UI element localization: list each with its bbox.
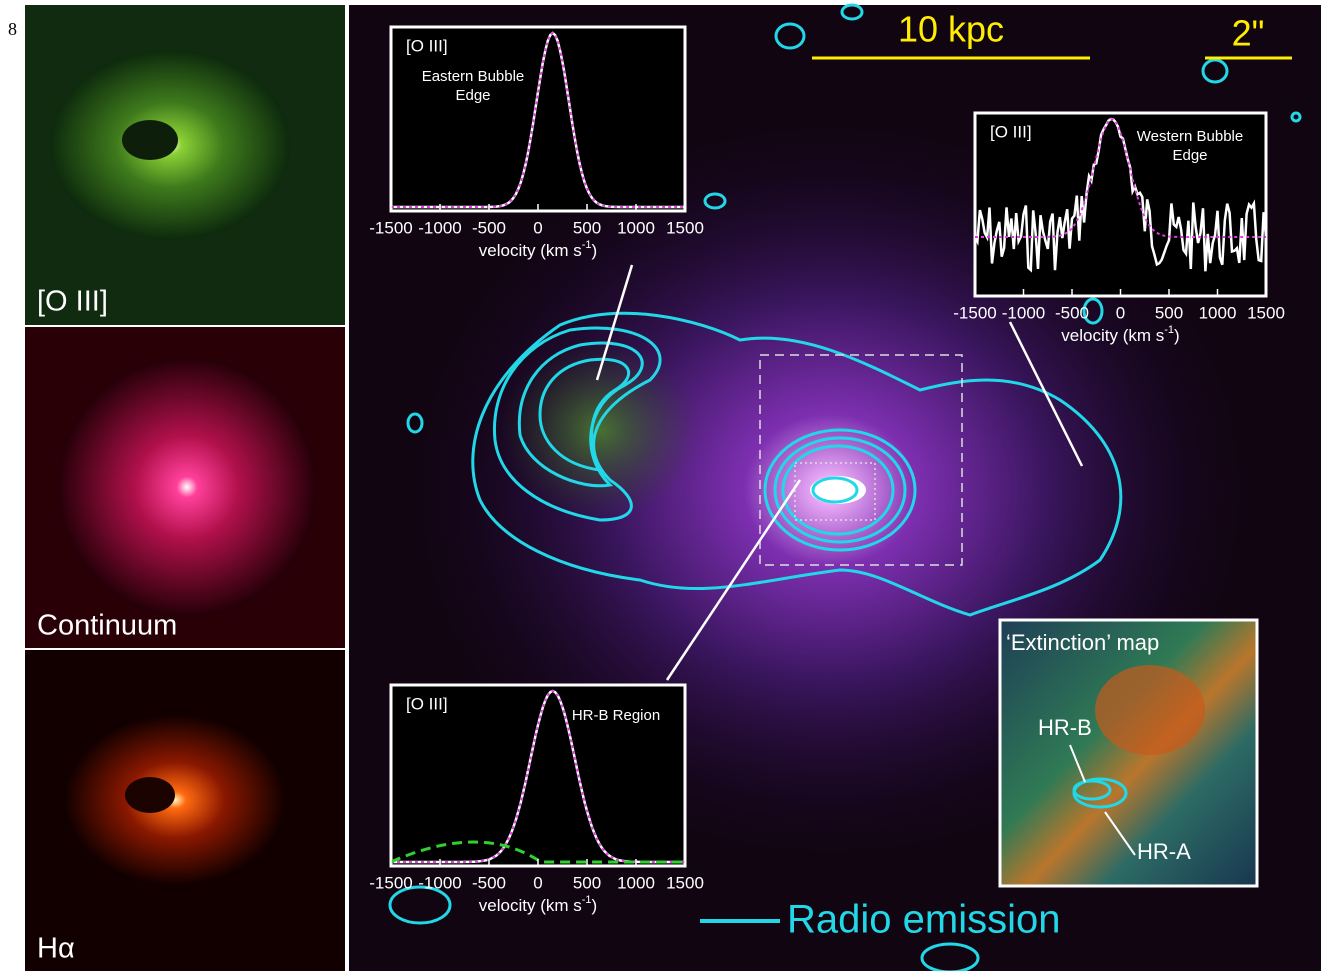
halpha-cavity	[125, 777, 175, 813]
continuum-emission	[57, 357, 317, 617]
x-tick-label: 1000	[1199, 303, 1237, 322]
halpha-emission	[65, 715, 285, 885]
x-axis-label-part: -1	[582, 894, 592, 906]
x-axis-label-part: -1	[1164, 324, 1174, 336]
extinction-feature	[1095, 665, 1205, 755]
x-tick-label: -1500	[369, 873, 412, 892]
x-tick-label: -1500	[953, 303, 996, 322]
page-number: 8	[8, 19, 17, 39]
scale-label: 10 kpc	[898, 9, 1004, 50]
x-tick-label: -500	[472, 873, 506, 892]
x-axis-label-part: )	[1174, 326, 1180, 345]
x-tick-label: -1500	[369, 218, 412, 237]
region-label: HR-B	[1038, 715, 1092, 740]
x-tick-label: 1500	[666, 873, 704, 892]
x-axis-label-part: velocity (km s	[479, 241, 582, 260]
x-tick-label: 500	[573, 873, 601, 892]
inset-title: Edge	[455, 87, 490, 104]
x-tick-label: 1000	[617, 873, 655, 892]
inset-title: Eastern Bubble	[422, 68, 525, 85]
panel-label: Continuum	[37, 610, 177, 642]
inset-title: Edge	[1172, 147, 1207, 164]
x-tick-label: -500	[472, 218, 506, 237]
inset-title: Western Bubble	[1137, 128, 1243, 145]
x-tick-label: 500	[1155, 303, 1183, 322]
region-label: HR-A	[1137, 839, 1191, 864]
x-tick-label: -1000	[418, 873, 461, 892]
figure: 8 [O III] Continuum Hα 10 kpc 2" Radi	[0, 0, 1321, 971]
x-tick-label: 1500	[1247, 303, 1285, 322]
panel-label: Hα	[37, 933, 75, 965]
panel-label: [O III]	[37, 286, 108, 318]
oiii-cavity	[122, 120, 178, 160]
inset-title: HR-B Region	[572, 707, 660, 724]
x-tick-label: 0	[533, 873, 542, 892]
x-tick-label: 0	[1116, 303, 1125, 322]
x-axis-label: velocity (km s-1)	[479, 239, 597, 261]
page: 8 [O III] Continuum Hα 10 kpc 2" Radi	[0, 0, 1321, 971]
x-tick-label: 1000	[617, 218, 655, 237]
scale-label: 2"	[1232, 13, 1265, 54]
x-tick-label: -1000	[1002, 303, 1045, 322]
x-tick-label: 0	[533, 218, 542, 237]
legend-label: Radio emission	[787, 898, 1060, 942]
extinction-title: ‘Extinction’ map	[1006, 630, 1159, 655]
x-axis-label-part: velocity (km s	[479, 896, 582, 915]
x-tick-label: 1500	[666, 218, 704, 237]
x-axis-label-part: )	[592, 241, 598, 260]
x-tick-label: -500	[1055, 303, 1089, 322]
x-axis-label: velocity (km s-1)	[1061, 324, 1179, 346]
x-axis-label: velocity (km s-1)	[479, 894, 597, 916]
x-axis-label-part: velocity (km s	[1061, 326, 1164, 345]
line-label: [O III]	[406, 36, 448, 55]
line-label: [O III]	[406, 694, 448, 713]
x-tick-label: 500	[573, 218, 601, 237]
x-axis-label-part: -1	[582, 239, 592, 251]
line-label: [O III]	[990, 122, 1032, 141]
x-tick-label: -1000	[418, 218, 461, 237]
x-axis-label-part: )	[592, 896, 598, 915]
